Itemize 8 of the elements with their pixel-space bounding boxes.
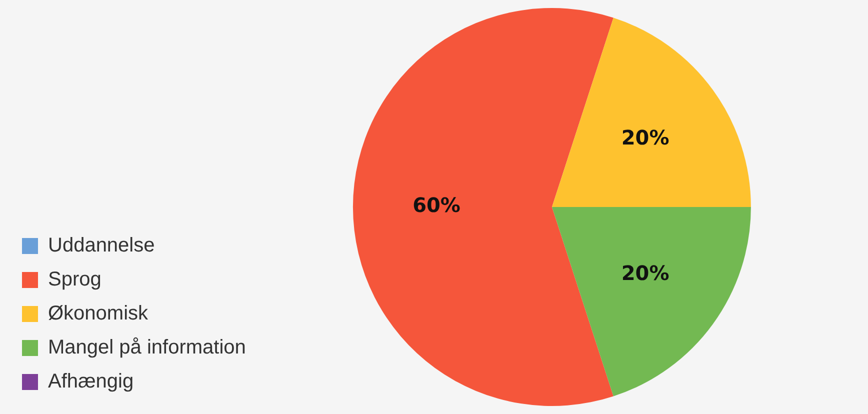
data-label: 60% (412, 193, 460, 218)
legend-label: Uddannelse (48, 234, 155, 257)
legend-label: Mangel på information (48, 336, 246, 359)
data-label: 20% (621, 125, 670, 150)
legend-label: Økonomisk (48, 302, 150, 325)
data-label: 20% (621, 261, 670, 286)
legend-label: Afhængig (48, 370, 134, 393)
legend-label: Sprog (48, 268, 102, 291)
